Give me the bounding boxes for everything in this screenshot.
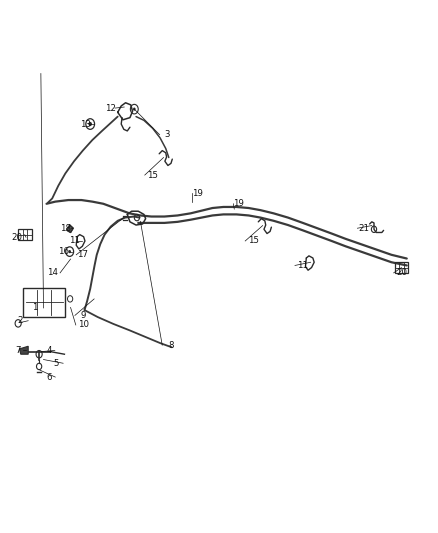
Text: 4: 4 <box>47 346 53 355</box>
Text: 9: 9 <box>80 311 85 320</box>
Text: 5: 5 <box>54 359 59 368</box>
Bar <box>23 288 65 317</box>
Text: 18: 18 <box>60 224 71 233</box>
Bar <box>18 229 32 240</box>
Text: 1: 1 <box>32 303 38 312</box>
Circle shape <box>68 250 71 253</box>
Text: 15: 15 <box>147 171 158 180</box>
Text: 15: 15 <box>247 237 258 246</box>
Text: 11: 11 <box>297 261 308 270</box>
Bar <box>395 262 409 273</box>
Polygon shape <box>67 225 73 232</box>
Text: 3: 3 <box>165 130 170 139</box>
Text: 12: 12 <box>105 103 116 112</box>
Text: 11: 11 <box>68 237 80 246</box>
Circle shape <box>88 122 92 126</box>
Polygon shape <box>19 346 28 354</box>
Text: 20: 20 <box>12 233 23 242</box>
Text: 14: 14 <box>47 269 58 277</box>
Circle shape <box>133 108 136 111</box>
Text: 10: 10 <box>78 320 89 329</box>
Text: 17: 17 <box>77 251 88 260</box>
Text: 20: 20 <box>396 269 407 277</box>
Text: 19: 19 <box>192 189 203 198</box>
Text: 21: 21 <box>358 224 370 233</box>
Text: 7: 7 <box>15 346 21 355</box>
Text: 13: 13 <box>80 119 92 128</box>
Text: 8: 8 <box>168 341 174 350</box>
Text: 16: 16 <box>59 247 70 256</box>
Text: 19: 19 <box>233 199 244 208</box>
Text: 6: 6 <box>46 373 52 382</box>
Text: 2: 2 <box>18 316 23 325</box>
